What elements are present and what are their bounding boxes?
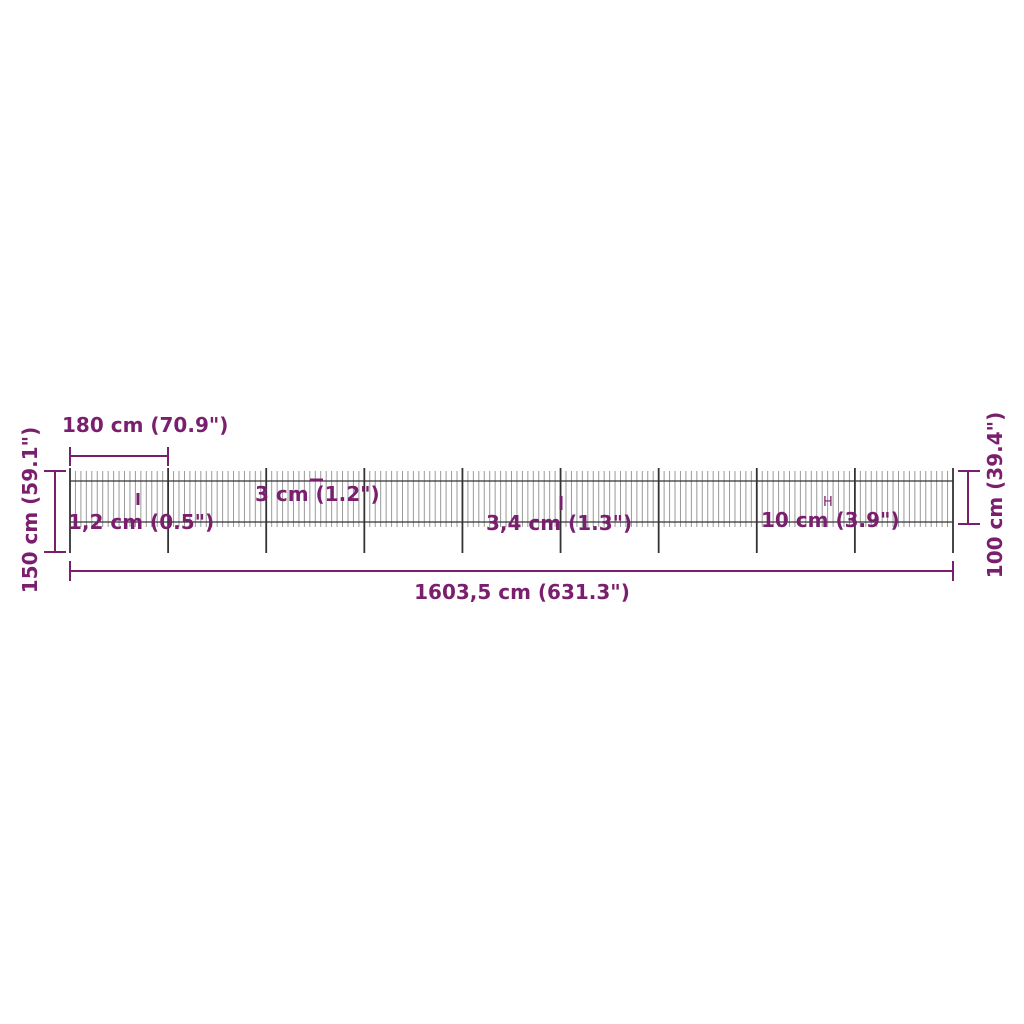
dimension-lines: [44, 447, 980, 581]
panel-width-label: 180 cm (70.9"): [62, 413, 228, 437]
picket-gap-label: 10 cm (3.9"): [761, 508, 900, 532]
picket-thickness-label: 1,2 cm (0.5"): [68, 510, 214, 534]
fence-height-label: 100 cm (39.4"): [983, 412, 1007, 578]
picket-spacing-label: 3 cm (1.2"): [255, 482, 380, 506]
fence-drawing: [69, 468, 954, 553]
total-length-label: 1603,5 cm (631.3"): [414, 580, 630, 604]
post-diameter-label: 3,4 cm (1.3"): [486, 511, 632, 535]
gap-marker: H: [823, 495, 833, 510]
total-height-label: 150 cm (59.1"): [18, 427, 42, 593]
